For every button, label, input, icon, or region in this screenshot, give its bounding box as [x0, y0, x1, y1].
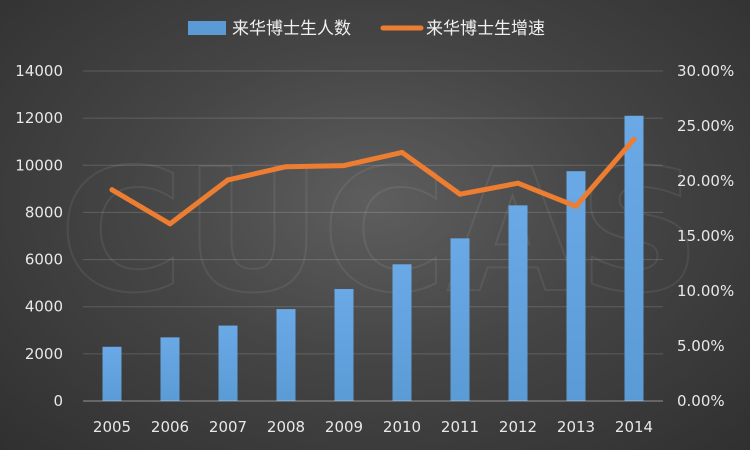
grid-lines — [83, 70, 663, 402]
line-point — [515, 180, 521, 186]
bar — [102, 346, 122, 401]
y-right-tick-label: 25.00% — [677, 117, 734, 135]
x-tick-label: 2005 — [93, 418, 131, 436]
line-point — [457, 191, 463, 197]
y-left-tick-label: 0 — [53, 392, 63, 410]
line-point — [109, 187, 115, 193]
bar — [160, 337, 180, 401]
y-left-tick-label: 14000 — [15, 62, 63, 80]
bar — [624, 115, 644, 402]
x-tick-label: 2007 — [209, 418, 247, 436]
legend-label-line: 来华博士生增速 — [426, 19, 545, 39]
line-point — [225, 177, 231, 183]
y-right-tick-label: 5.00% — [677, 337, 725, 355]
y-left-tick-label: 10000 — [15, 156, 63, 174]
y-right-tick-label: 30.00% — [677, 62, 734, 80]
y-left-tick-label: 2000 — [25, 345, 63, 363]
y-right-tick-label: 10.00% — [677, 282, 734, 300]
watermark: CUCAS — [59, 133, 701, 331]
y-right-tick-label: 15.00% — [677, 227, 734, 245]
bar — [450, 238, 470, 401]
bar-series — [102, 115, 644, 402]
line-point — [283, 164, 289, 170]
x-tick-label: 2006 — [151, 418, 189, 436]
legend: 来华博士生人数 来华博士生增速 — [188, 19, 545, 39]
y-left-tick-label: 12000 — [15, 109, 63, 127]
x-tick-label: 2008 — [267, 418, 305, 436]
x-tick-label: 2010 — [383, 418, 421, 436]
y-right-tick-label: 0.00% — [677, 392, 725, 410]
bar — [508, 205, 528, 401]
legend-label-bar: 来华博士生人数 — [232, 19, 351, 39]
line-point — [573, 203, 579, 209]
bar — [392, 264, 412, 401]
x-tick-label: 2011 — [441, 418, 479, 436]
x-tick-label: 2009 — [325, 418, 363, 436]
x-tick-label: 2012 — [499, 418, 537, 436]
y-left-tick-label: 6000 — [25, 251, 63, 269]
line-point — [631, 136, 637, 142]
bar — [218, 325, 238, 401]
x-tick-label: 2013 — [557, 418, 595, 436]
legend-bar-swatch — [188, 21, 226, 35]
x-tick-label: 2014 — [615, 418, 653, 436]
bar — [276, 309, 296, 401]
y-right-tick-label: 20.00% — [677, 172, 734, 190]
bar — [566, 171, 586, 401]
bar — [334, 289, 354, 401]
line-point — [341, 163, 347, 169]
axes: 0 2000 4000 6000 8000 10000 12000 14000 0.00% 5.0… — [15, 62, 734, 436]
line-series — [109, 136, 637, 227]
line-point — [399, 149, 405, 155]
y-left-tick-label: 4000 — [25, 298, 63, 316]
line-point — [167, 221, 173, 227]
y-left-tick-label: 8000 — [25, 203, 63, 221]
growth-line — [109, 136, 637, 227]
